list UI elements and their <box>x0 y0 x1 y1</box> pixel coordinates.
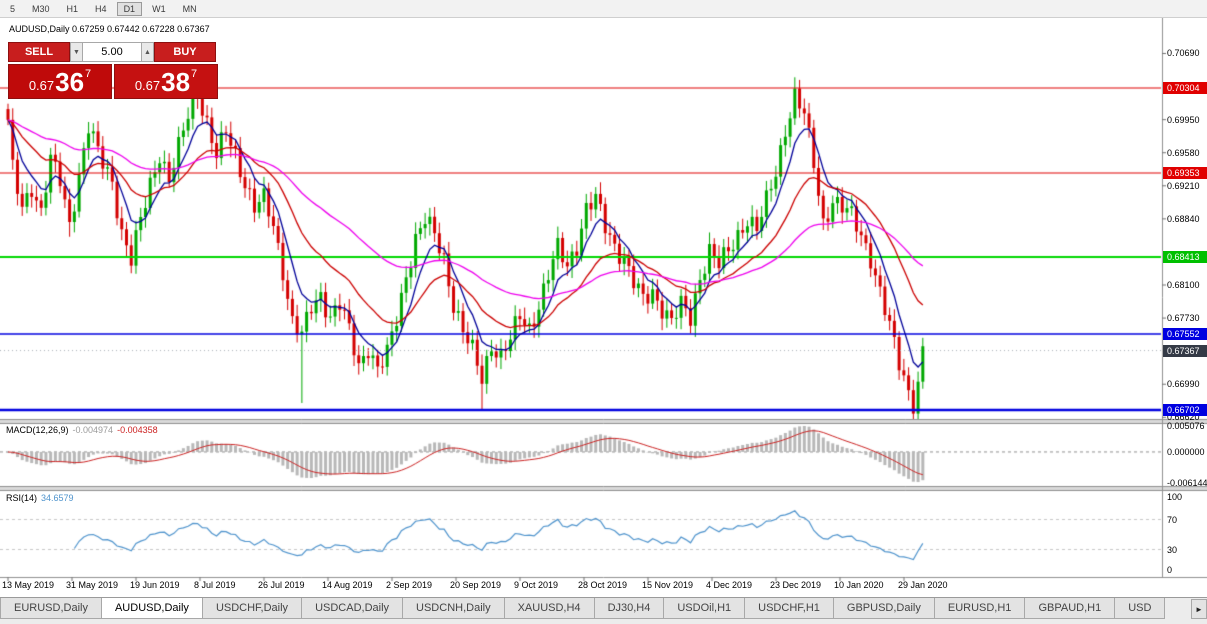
tab-usdchf-daily[interactable]: USDCHF,Daily <box>201 598 303 619</box>
rsi-value: 34.6579 <box>41 493 74 503</box>
rsi-indicator-label: RSI(14) 34.6579 <box>6 493 74 503</box>
level-label-0.67552: 0.67552 <box>1163 328 1207 340</box>
price-tick-0.67730: 0.67730 <box>1167 313 1200 324</box>
rsi-axis-100: 100 <box>1167 492 1183 502</box>
current-price-label: 0.67367 <box>1163 344 1207 357</box>
buy-price-base: 0.67 <box>134 78 161 93</box>
price-tick-0.68100: 0.68100 <box>1167 280 1200 290</box>
tab-scroll-right-button[interactable]: ► <box>1191 599 1207 619</box>
tab-audusd-daily[interactable]: AUDUSD,Daily <box>100 598 203 619</box>
tab-usd[interactable]: USD <box>1114 598 1166 619</box>
date-label-11: 15 Nov 2019 <box>642 580 694 590</box>
buy-price-sup: 7 <box>191 68 198 80</box>
trade-controls-row: SELL ▼ ▲ BUY <box>8 42 220 62</box>
chart-tab-bar: EURUSD,Daily AUDUSD,Daily USDCHF,Daily USDC… <box>0 597 1207 624</box>
timeframe-h4[interactable]: H4 <box>95 3 107 14</box>
tab-gbpusd-daily[interactable]: GBPUSD,Daily <box>832 598 935 619</box>
rsi-axis-70: 70 <box>1167 514 1178 525</box>
date-label-4: 8 Jul 2019 <box>194 580 236 590</box>
tab-xauusd-h4[interactable]: XAUUSD,H4 <box>503 598 595 619</box>
buy-price-display[interactable]: 0.67 38 7 <box>114 64 218 99</box>
arrow-up-icon: ▲ <box>144 48 151 56</box>
macd-name: MACD(12,26,9) <box>6 425 69 435</box>
date-label-9: 9 Oct 2019 <box>514 580 559 590</box>
tab-dj30-h4[interactable]: DJ30,H4 <box>593 598 665 619</box>
timeframe-5[interactable]: 5 <box>10 3 16 14</box>
sell-price-base: 0.67 <box>28 78 55 93</box>
date-label-15: 29 Jan 2020 <box>898 580 948 590</box>
macd-signal-value: -0.004358 <box>117 425 158 435</box>
sell-price-display[interactable]: 0.67 36 7 <box>8 64 112 99</box>
macd-axis-0.000000: 0.000000 <box>1167 446 1205 457</box>
macd-main-value: -0.004974 <box>72 425 114 435</box>
chart-title: AUDUSD,Daily 0.67259 0.67442 0.67228 0.6… <box>9 24 210 34</box>
timeframe-m30[interactable]: M30 <box>32 3 50 14</box>
timeframe-d1[interactable]: D1 <box>116 1 143 16</box>
volume-decrease-button[interactable]: ▼ <box>70 42 83 62</box>
date-label-10: 28 Oct 2019 <box>578 580 628 590</box>
level-label-0.68413: 0.68413 <box>1163 251 1207 264</box>
date-label-5: 26 Jul 2019 <box>258 580 305 590</box>
macd-axis--0.006144: -0.006144 <box>1167 478 1207 488</box>
macd-indicator-label: MACD(12,26,9) -0.004974 -0.004358 <box>6 425 158 435</box>
rsi-axis-0: 0 <box>1167 565 1173 575</box>
price-tick-0.66620: 0.66620 <box>1167 412 1200 423</box>
trade-prices-row: 0.67 36 7 0.67 38 7 <box>8 64 220 99</box>
price-tick-0.69580: 0.69580 <box>1167 147 1200 158</box>
timeframe-w1[interactable]: W1 <box>152 3 166 14</box>
price-tick-0.69950: 0.69950 <box>1167 114 1200 125</box>
timeframe-h1[interactable]: H1 <box>66 3 79 14</box>
tab-eurusd-h1[interactable]: EURUSD,H1 <box>933 598 1026 619</box>
tab-usdcnh-daily[interactable]: USDCNH,Daily <box>402 598 505 619</box>
price-tick-0.66990: 0.66990 <box>1167 379 1200 390</box>
timeframe-mn[interactable]: MN <box>182 3 197 14</box>
date-label-8: 20 Sep 2019 <box>450 580 502 590</box>
level-label-0.70304: 0.70304 <box>1163 82 1207 94</box>
date-label-6: 14 Aug 2019 <box>322 580 373 590</box>
volume-increase-button[interactable]: ▲ <box>141 42 154 62</box>
buy-price-big: 38 <box>161 67 191 97</box>
date-label-3: 19 Jun 2019 <box>130 580 180 590</box>
tab-usdoil-h1[interactable]: USDOil,H1 <box>663 598 746 619</box>
timeframe-toolbar: 5 M30 H1 H4 D1 W1 MN <box>0 0 1207 18</box>
buy-button[interactable]: BUY <box>154 42 216 62</box>
sell-button[interactable]: SELL <box>8 42 70 62</box>
sell-price-sup: 7 <box>85 68 92 80</box>
arrow-down-icon: ▼ <box>73 48 80 56</box>
sell-price-big: 36 <box>55 67 85 97</box>
triangle-right-icon: ► <box>1195 604 1203 614</box>
one-click-trading-panel: SELL ▼ ▲ BUY 0.67 36 7 0.67 38 7 <box>8 42 220 99</box>
level-label-0.69353: 0.69353 <box>1163 167 1207 179</box>
date-label-7: 2 Sep 2019 <box>386 580 433 590</box>
level-label-0.66702: 0.66702 <box>1163 403 1207 416</box>
rsi-axis-30: 30 <box>1167 544 1178 555</box>
tab-gbpaud-h1[interactable]: GBPAUD,H1 <box>1024 598 1116 619</box>
date-label-14: 10 Jan 2020 <box>834 580 884 590</box>
macd-axis-0.005076: 0.005076 <box>1167 421 1205 431</box>
tab-usdcad-daily[interactable]: USDCAD,Daily <box>301 598 404 619</box>
date-label-13: 23 Dec 2019 <box>770 580 822 590</box>
price-tick-0.70690: 0.70690 <box>1167 48 1200 59</box>
price-tick-0.69210: 0.69210 <box>1167 180 1200 191</box>
volume-input[interactable] <box>83 42 141 62</box>
rsi-name: RSI(14) <box>6 493 38 503</box>
tab-usdchf-h1[interactable]: USDCHF,H1 <box>744 598 834 619</box>
tab-eurusd-daily[interactable]: EURUSD,Daily <box>0 598 102 619</box>
date-label-2: 31 May 2019 <box>66 580 119 590</box>
date-label-12: 4 Dec 2019 <box>706 580 753 590</box>
date-label-1: 13 May 2019 <box>2 580 55 590</box>
price-tick-0.68840: 0.68840 <box>1167 213 1200 224</box>
